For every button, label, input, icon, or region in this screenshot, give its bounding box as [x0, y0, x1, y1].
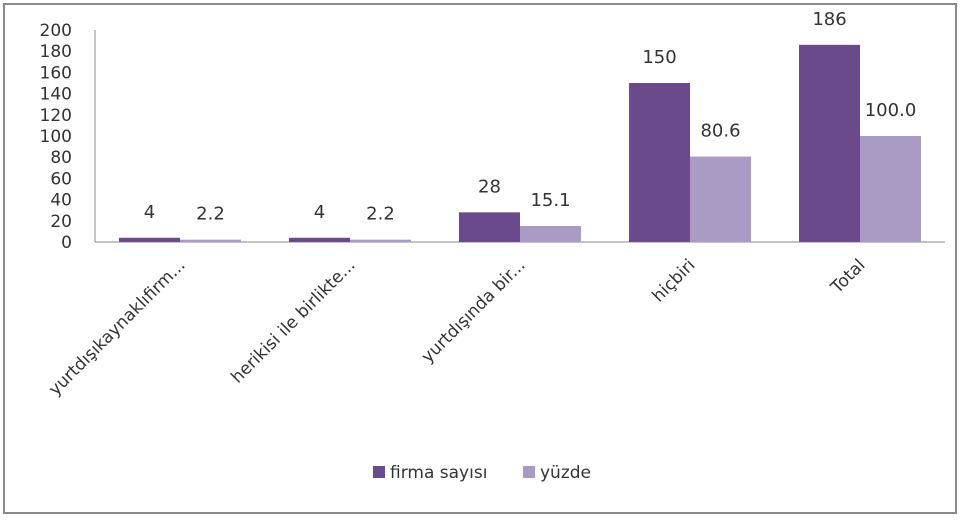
chart-frame: [3, 3, 957, 514]
y-tick-label: 200: [40, 21, 72, 41]
category-labels: yurtdışıkaynaklıfirm... herikisi ile birl…: [45, 255, 869, 399]
data-labels: 4 4 28 150 186 2.2 2.2 15.1 80.6 100.0: [144, 9, 916, 225]
bar-firma-sayisi: [289, 237, 350, 242]
data-label: 15.1: [530, 190, 570, 211]
legend-label: firma sayısı: [390, 463, 487, 483]
legend-swatch: [523, 466, 535, 478]
category-label: yurtdışıkaynaklıfirm...: [45, 255, 189, 399]
legend-swatch: [373, 466, 385, 478]
data-label: 28: [478, 176, 501, 197]
bar-yuzde: [860, 136, 921, 242]
bars: [119, 44, 921, 243]
bar-firma-sayisi: [459, 212, 520, 242]
data-label: 80.6: [700, 121, 740, 142]
data-label: 186: [812, 9, 846, 30]
data-label: 100.0: [865, 100, 917, 121]
bar-firma-sayisi: [629, 83, 690, 242]
y-tick-label: 180: [40, 42, 72, 62]
category-label: yurtdışında bir...: [418, 255, 530, 367]
legend: firma sayısı yüzde: [373, 463, 591, 483]
bar-yuzde: [520, 225, 581, 242]
y-tick-label: 20: [50, 212, 72, 232]
category-label: Total: [827, 255, 870, 298]
data-label: 150: [642, 47, 676, 68]
bar-yuzde: [350, 239, 411, 242]
bar-yuzde: [690, 156, 751, 242]
data-label: 2.2: [196, 204, 225, 225]
bar-yuzde: [180, 239, 241, 242]
data-label: 2.2: [366, 204, 395, 225]
category-label: hiçbiri: [649, 255, 700, 306]
y-tick-label: 60: [50, 169, 72, 189]
data-label: 4: [144, 202, 155, 223]
y-tick-label: 80: [50, 148, 72, 168]
y-tick-label: 40: [50, 191, 72, 211]
legend-label: yüzde: [540, 463, 591, 483]
bar-firma-sayisi: [799, 44, 860, 243]
data-label: 4: [314, 202, 325, 223]
y-tick-label: 100: [40, 127, 72, 147]
y-tick-label: 120: [40, 106, 72, 126]
y-tick-label: 0: [61, 233, 72, 253]
category-label: herikisi ile birlikte...: [227, 255, 359, 387]
y-tick-label: 160: [40, 63, 72, 83]
bar-firma-sayisi: [119, 237, 180, 242]
y-tick-label: 140: [40, 85, 72, 105]
